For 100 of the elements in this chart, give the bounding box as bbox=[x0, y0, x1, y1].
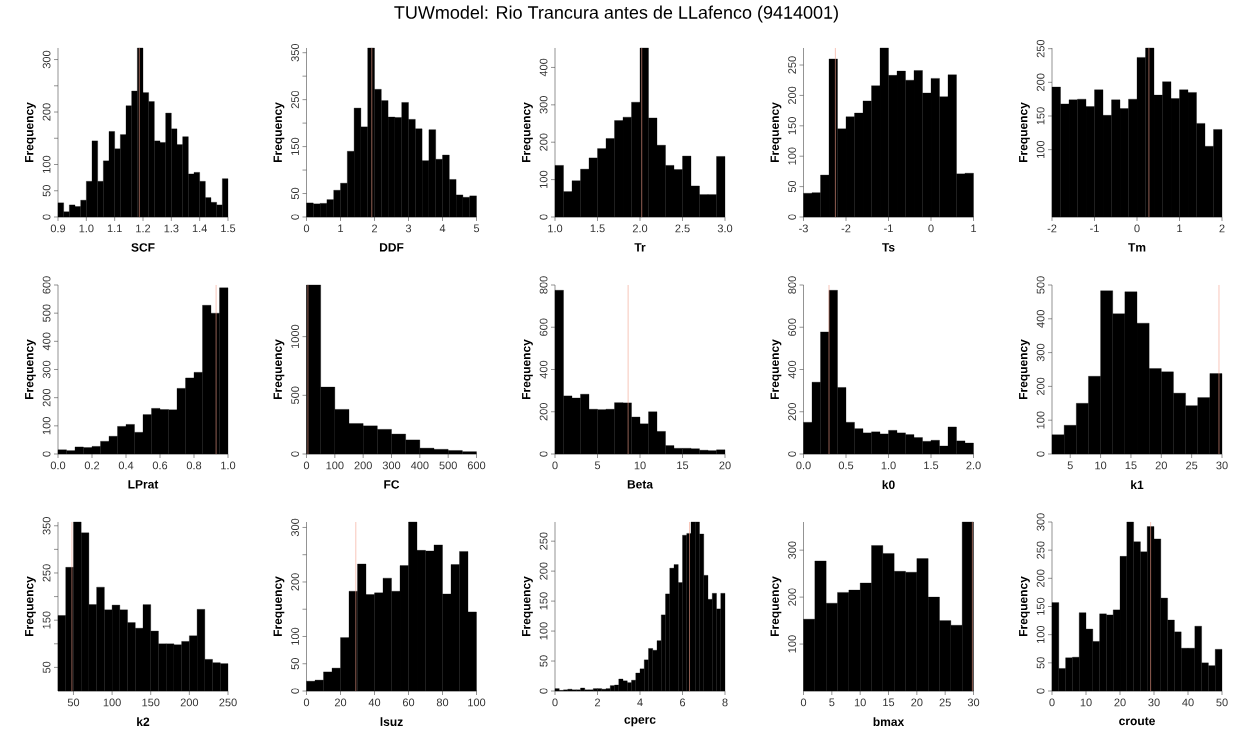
y-tick-label: 250 bbox=[291, 90, 299, 109]
x-tick-label: 2.5 bbox=[675, 224, 690, 233]
y-tick-label: 0 bbox=[291, 451, 299, 457]
x-axis-title: lsuz bbox=[380, 717, 403, 726]
y-tick-label: 200 bbox=[788, 86, 796, 105]
y-axis-title: Frequency bbox=[25, 339, 36, 400]
y-axis-title: Frequency bbox=[1019, 102, 1030, 163]
x-tick-label: 0.8 bbox=[186, 461, 202, 470]
x-tick-label: 2 bbox=[372, 224, 378, 233]
x-tick-label: 5 bbox=[829, 698, 835, 707]
x-axis-title: LPrat bbox=[128, 480, 159, 489]
y-tick-label: 300 bbox=[1036, 513, 1045, 531]
y-axis-title: Frequency bbox=[273, 339, 285, 400]
y-tick-label: 350 bbox=[42, 517, 51, 535]
y-tick-label: 600 bbox=[539, 318, 548, 336]
x-tick-label: 0 bbox=[303, 461, 310, 470]
x-tick-label: 0.0 bbox=[50, 461, 66, 470]
x-axis-title: bmax bbox=[873, 717, 905, 726]
y-tick-label: 800 bbox=[539, 276, 548, 294]
x-tick-label: 15 bbox=[1125, 461, 1137, 470]
y-tick-label: 350 bbox=[291, 43, 299, 62]
y-tick-label: 0 bbox=[42, 451, 51, 457]
y-axis-title: Frequency bbox=[25, 102, 36, 163]
x-tick-label: 20 bbox=[911, 698, 923, 707]
x-tick-label: 1.0 bbox=[221, 461, 236, 470]
x-axis-title: cperc bbox=[624, 717, 656, 727]
y-tick-label: 150 bbox=[788, 117, 796, 135]
x-tick-label: 400 bbox=[410, 461, 429, 470]
y-axis-title: Frequency bbox=[770, 339, 782, 400]
x-tick-label: 1.3 bbox=[164, 224, 179, 233]
x-tick-label: 0 bbox=[1049, 698, 1055, 707]
x-tick-label: 1.2 bbox=[136, 224, 151, 233]
x-tick-label: 40 bbox=[368, 698, 381, 707]
y-tick-label: 400 bbox=[539, 360, 548, 379]
y-tick-label: 300 bbox=[788, 541, 796, 559]
y-tick-label: 300 bbox=[42, 360, 51, 379]
y-tick-label: 1000 bbox=[291, 324, 299, 349]
y-tick-label: 250 bbox=[1036, 39, 1045, 58]
x-tick-label: 20 bbox=[1114, 698, 1126, 707]
x-tick-label: 250 bbox=[219, 698, 237, 707]
y-tick-label: 250 bbox=[1036, 541, 1045, 559]
y-tick-label: 150 bbox=[1036, 107, 1045, 125]
x-tick-label: 8 bbox=[722, 698, 728, 707]
y-tick-label: 200 bbox=[539, 133, 548, 151]
chart-title: TUWmodel: Rio Trancura antes de LLafenco (9414001) bbox=[394, 5, 838, 23]
x-tick-label: 1 bbox=[971, 224, 977, 233]
x-tick-label: 4 bbox=[439, 224, 446, 233]
x-axis-title: FC bbox=[384, 480, 400, 489]
x-axis-title: k2 bbox=[137, 717, 150, 726]
y-tick-label: 50 bbox=[42, 185, 51, 197]
y-axis-title: Frequency bbox=[1019, 576, 1030, 637]
x-tick-label: 0 bbox=[800, 698, 807, 707]
x-tick-label: 0 bbox=[1134, 224, 1140, 233]
x-tick-label: 2.0 bbox=[966, 461, 981, 470]
x-axis-title: croute bbox=[1119, 717, 1155, 726]
x-tick-label: 10 bbox=[634, 461, 646, 470]
x-tick-label: 0 bbox=[552, 461, 558, 470]
x-tick-label: 10 bbox=[854, 698, 866, 707]
x-axis-title: k0 bbox=[882, 480, 895, 489]
x-tick-label: 1.0 bbox=[881, 461, 896, 470]
y-tick-label: 200 bbox=[1036, 73, 1045, 91]
y-tick-label: 0 bbox=[539, 214, 548, 220]
x-tick-label: 0.6 bbox=[152, 461, 168, 470]
x-tick-label: 1.5 bbox=[221, 224, 236, 233]
x-tick-label: 30 bbox=[967, 698, 980, 707]
x-tick-label: 4 bbox=[637, 698, 643, 707]
y-tick-label: 300 bbox=[1036, 343, 1045, 362]
y-axis-title: Frequency bbox=[1019, 339, 1030, 400]
y-tick-label: 400 bbox=[1036, 310, 1045, 328]
y-tick-label: 0 bbox=[1036, 688, 1045, 694]
y-tick-label: 100 bbox=[539, 622, 548, 640]
y-tick-label: 300 bbox=[539, 96, 548, 114]
x-tick-label: 30 bbox=[1148, 698, 1160, 707]
x-axis-title: Beta bbox=[627, 480, 654, 489]
x-tick-label: 1 bbox=[338, 224, 344, 233]
y-tick-label: 250 bbox=[539, 532, 548, 550]
y-axis-title: Frequency bbox=[273, 576, 285, 637]
y-tick-label: 50 bbox=[788, 180, 796, 193]
x-tick-label: 1.5 bbox=[590, 224, 605, 233]
x-tick-label: 0 bbox=[303, 698, 310, 707]
x-tick-label: 1.0 bbox=[79, 224, 94, 233]
x-tick-label: 20 bbox=[719, 461, 731, 470]
x-tick-label: 100 bbox=[103, 698, 121, 707]
y-axis-title: Frequency bbox=[273, 102, 285, 163]
x-tick-label: 5 bbox=[473, 224, 480, 233]
y-tick-label: 0 bbox=[788, 451, 796, 457]
y-tick-label: 500 bbox=[42, 304, 51, 322]
x-tick-label: 0.2 bbox=[84, 461, 100, 470]
x-tick-label: 6 bbox=[680, 698, 686, 707]
y-tick-label: 200 bbox=[42, 388, 51, 407]
x-tick-label: 80 bbox=[436, 698, 449, 707]
y-tick-label: 200 bbox=[788, 403, 796, 421]
y-tick-label: 250 bbox=[42, 564, 51, 582]
y-axis-title: Frequency bbox=[522, 102, 533, 163]
x-tick-label: -1 bbox=[884, 224, 893, 233]
y-axis-title: Frequency bbox=[770, 576, 782, 637]
y-tick-label: 150 bbox=[539, 592, 548, 610]
x-tick-label: 1.5 bbox=[924, 461, 939, 470]
y-tick-label: 500 bbox=[291, 386, 299, 405]
x-tick-label: 20 bbox=[1155, 461, 1167, 470]
